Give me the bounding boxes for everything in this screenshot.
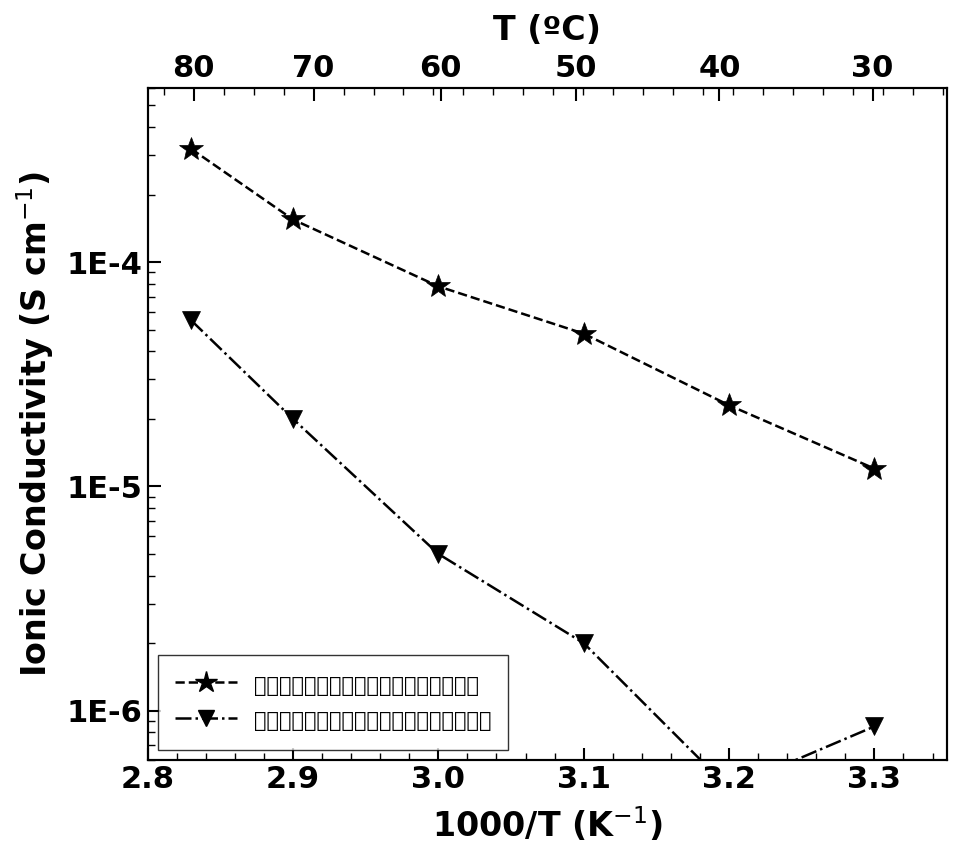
X-axis label: 1000/T (K$^{-1}$): 1000/T (K$^{-1}$) [432, 806, 663, 844]
Legend: 掺杂双功能星型结构助剂的聚合物电解质, 未掺杂双功能星型结构助剂的聚合物电解质: 掺杂双功能星型结构助剂的聚合物电解质, 未掺杂双功能星型结构助剂的聚合物电解质 [158, 656, 508, 750]
Y-axis label: Ionic Conductivity (S cm$^{-1}$): Ionic Conductivity (S cm$^{-1}$) [13, 171, 56, 677]
X-axis label: T (ºC): T (ºC) [493, 14, 602, 47]
